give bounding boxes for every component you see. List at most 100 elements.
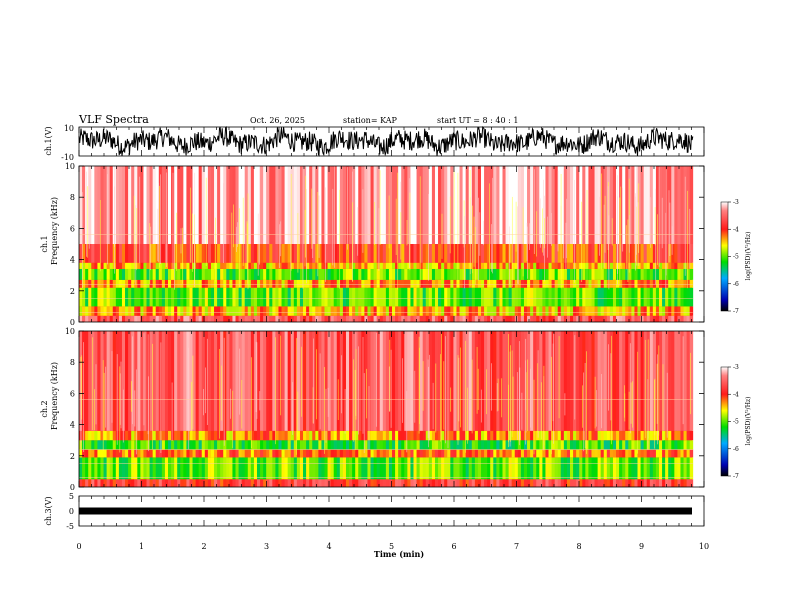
spectrogram-cell: [603, 268, 608, 280]
spectrogram-cell: [106, 268, 111, 280]
spectrogram-cell: [655, 306, 660, 316]
spectrogram-cell: [229, 315, 233, 322]
spectrogram-cell: [622, 331, 626, 431]
spectrogram-cell: [591, 268, 595, 280]
spectrogram-cell: [481, 279, 485, 288]
spectrogram-cell: [272, 449, 276, 458]
spectrogram-cell: [327, 244, 332, 263]
spectrogram-cell: [434, 244, 439, 263]
spectrogram-cell: [134, 287, 138, 307]
spectrogram-cell: [183, 244, 187, 263]
spectrogram-cell: [456, 315, 460, 322]
spectrogram-cell: [339, 279, 344, 288]
spectrogram-cell: [536, 262, 540, 269]
spectrogram-cell: [315, 479, 319, 487]
spectrogram-cell: [373, 268, 378, 280]
spectrogram-cell: [628, 287, 632, 307]
spectrogram-cell: [674, 457, 678, 480]
spectrogram-cell: [490, 166, 494, 244]
spectrogram-cell: [367, 244, 371, 263]
spectrogram-cell: [318, 244, 322, 263]
spectrogram-cell: [453, 268, 457, 280]
spectrogram-cell: [444, 440, 448, 450]
spectrogram-cell: [560, 287, 565, 307]
spectrogram-cell: [171, 315, 175, 322]
spectrogram-cell: [674, 331, 678, 431]
spectrogram-cell: [293, 244, 298, 263]
spectrogram-cell: [677, 457, 681, 480]
spectrogram-cell: [680, 457, 684, 480]
spectrogram-cell: [447, 268, 451, 280]
spectrogram-cell: [195, 331, 200, 431]
spectrogram-cell: [220, 262, 224, 269]
spectrogram-cell: [649, 279, 654, 288]
spectrogram-cell: [134, 457, 138, 480]
spectrogram-cell: [336, 457, 341, 480]
spectrogram-cell: [477, 457, 482, 480]
spectrogram-cell: [655, 479, 660, 487]
spectrogram-cell: [527, 262, 531, 269]
spectrogram-cell: [499, 262, 503, 269]
spectrogram-cell: [594, 430, 599, 441]
spectrogram-cell: [474, 331, 479, 431]
spectrogram-cell: [588, 440, 592, 450]
spectrogram-cell: [646, 479, 651, 487]
spectrogram-cell: [465, 244, 470, 263]
spectrogram-cell: [404, 306, 408, 316]
spectrogram-cell: [241, 279, 246, 288]
spectrogram-cell: [345, 440, 350, 450]
spectrogram-cell: [109, 440, 114, 450]
spectrogram-cell: [174, 287, 178, 307]
spectrogram-cell: [591, 315, 595, 322]
spectrogram-cell: [161, 166, 166, 244]
spectrogram-cell: [447, 440, 451, 450]
spectrogram-cell: [131, 449, 135, 458]
spectrogram-cell: [652, 287, 657, 307]
spectrogram-cell: [281, 449, 286, 458]
spectrogram-cell: [505, 306, 510, 316]
spectrogram-cell: [149, 244, 154, 263]
spectrogram-cell: [260, 430, 264, 441]
spectrogram-cell: [619, 331, 623, 431]
spectrogram-cell: [646, 166, 651, 244]
spectrogram-cell: [321, 479, 325, 487]
spectrogram-cell: [625, 268, 629, 280]
ch2-colorbar-label: log(PSD)(V²/Hz): [745, 397, 752, 446]
spectrogram-cell: [204, 287, 209, 307]
spectrogram-cell: [287, 244, 292, 263]
spectrogram-cell: [468, 479, 473, 487]
spectrogram-cell: [616, 479, 620, 487]
spectrogram-cell: [100, 279, 104, 288]
spectrogram-cell: [441, 306, 445, 316]
spectrogram-cell: [358, 166, 362, 244]
spectrogram-cell: [401, 315, 405, 322]
spectrogram-cell: [241, 331, 246, 431]
spectrogram-cell: [649, 331, 654, 431]
spectrogram-cell: [428, 244, 433, 263]
spectrogram-cell: [434, 430, 439, 441]
spectrogram-cell: [164, 268, 169, 280]
spectrogram-cell: [410, 315, 414, 322]
spectrogram-cell: [671, 331, 675, 431]
spectrogram-cell: [533, 306, 537, 316]
spectrogram-cell: [395, 268, 399, 280]
spectrogram-cell: [272, 306, 276, 316]
spectrogram-cell: [131, 440, 135, 450]
spectrogram-cell: [118, 457, 123, 480]
spectrogram-cell: [652, 268, 657, 280]
spectrogram-cell: [370, 430, 374, 441]
spectrogram-cell: [306, 331, 310, 431]
spectrogram-cell: [287, 430, 292, 441]
spectrogram-cell: [594, 244, 599, 263]
spectrogram-cell: [204, 279, 209, 288]
spectrogram-cell: [671, 166, 675, 244]
spectrogram-cell: [658, 268, 663, 280]
spectrogram-cell: [223, 287, 227, 307]
spectrogram-cell: [637, 440, 641, 450]
spectrogram-cell: [634, 430, 638, 441]
spectrogram-cell: [161, 331, 166, 431]
spectrogram-cell: [471, 457, 476, 480]
spectrogram-cell: [499, 440, 503, 450]
spectrogram-cell: [210, 315, 215, 322]
frequency-tick-label: 2: [70, 287, 75, 296]
